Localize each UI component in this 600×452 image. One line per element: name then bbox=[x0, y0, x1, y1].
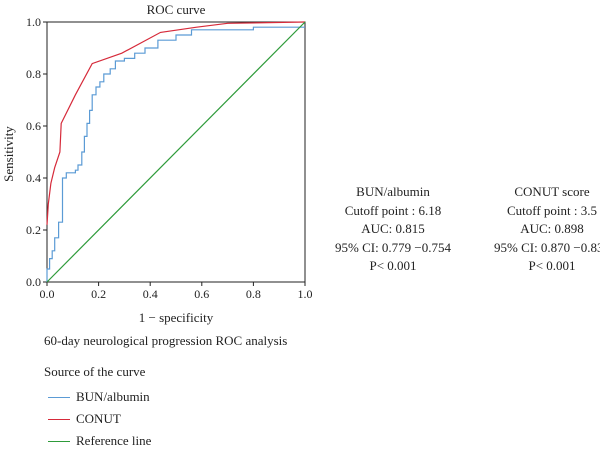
legend-label: CONUT bbox=[76, 411, 121, 426]
y-tick-label: 0.4 bbox=[26, 171, 41, 185]
x-tick-label: 1.0 bbox=[298, 287, 313, 301]
y-tick-label: 0.6 bbox=[26, 119, 41, 133]
roc-chart: ROC curve 0.0 0.2 0.4 0.6 0.8 1.0 0.0 0.2 0.4 0.6… bbox=[1, 2, 313, 325]
stats-name: CONUT score bbox=[514, 184, 590, 199]
stats-p: P< 0.001 bbox=[369, 258, 417, 273]
plot-frame bbox=[46, 21, 306, 283]
y-tick-label: 0.2 bbox=[26, 223, 41, 237]
x-tick-label: 0.0 bbox=[40, 287, 55, 301]
legend-swatch bbox=[48, 396, 70, 398]
x-tick-label: 0.2 bbox=[91, 287, 106, 301]
stats-name: BUN/albumin bbox=[356, 184, 430, 199]
x-tick-label: 0.6 bbox=[194, 287, 209, 301]
legend-swatch bbox=[48, 418, 70, 420]
chart-subtitle: 60-day neurological progression ROC anal… bbox=[44, 333, 288, 348]
legend-label: Reference line bbox=[76, 433, 152, 448]
x-axis-label: 1 − specificity bbox=[139, 310, 214, 325]
legend-label: BUN/albumin bbox=[76, 389, 150, 404]
stats-p: P< 0.001 bbox=[528, 258, 576, 273]
x-tick-label: 0.8 bbox=[246, 287, 261, 301]
legend-swatch bbox=[48, 440, 70, 442]
conut-stats: CONUT score Cutoff point : 3.5 AUC: 0.89… bbox=[477, 183, 600, 276]
y-tick-label: 0.8 bbox=[26, 67, 41, 81]
series-line-reference-line bbox=[46, 21, 306, 283]
stats-auc: AUC: 0.898 bbox=[520, 221, 584, 236]
x-tick-label: 0.4 bbox=[143, 287, 158, 301]
series-line-conut bbox=[46, 21, 306, 225]
series-line-bun-albumin bbox=[46, 26, 305, 282]
stats-ci: 95% CI: 0.870 −0.836 bbox=[493, 239, 600, 255]
bun-albumin-stats: BUN/albumin Cutoff point : 6.18 AUC: 0.8… bbox=[318, 183, 468, 276]
legend-title: Source of the curve bbox=[44, 364, 146, 379]
legend-item-conut: CONUT bbox=[48, 408, 151, 430]
stats-auc: AUC: 0.815 bbox=[361, 221, 425, 236]
stats-ci: 95% CI: 0.779 −0.754 bbox=[334, 239, 452, 255]
y-axis-label: Sensitivity bbox=[1, 126, 16, 182]
plot-area: 0.0 0.2 0.4 0.6 0.8 1.0 0.0 0.2 0.4 0.6 0.8 1.0 bbox=[26, 15, 313, 301]
legend-item-bun-albumin: BUN/albumin bbox=[48, 386, 151, 408]
legend: Source of the curve BUN/albumin CONUT Re… bbox=[44, 364, 151, 452]
y-tick-label: 1.0 bbox=[26, 15, 41, 29]
stats-cutoff: Cutoff point : 6.18 bbox=[344, 202, 442, 218]
y-tick-label: 0.0 bbox=[26, 275, 41, 289]
legend-item-reference-line: Reference line bbox=[48, 430, 151, 452]
chart-title: ROC curve bbox=[147, 2, 206, 17]
stats-cutoff: Cutoff point : 3.5 bbox=[506, 202, 598, 218]
